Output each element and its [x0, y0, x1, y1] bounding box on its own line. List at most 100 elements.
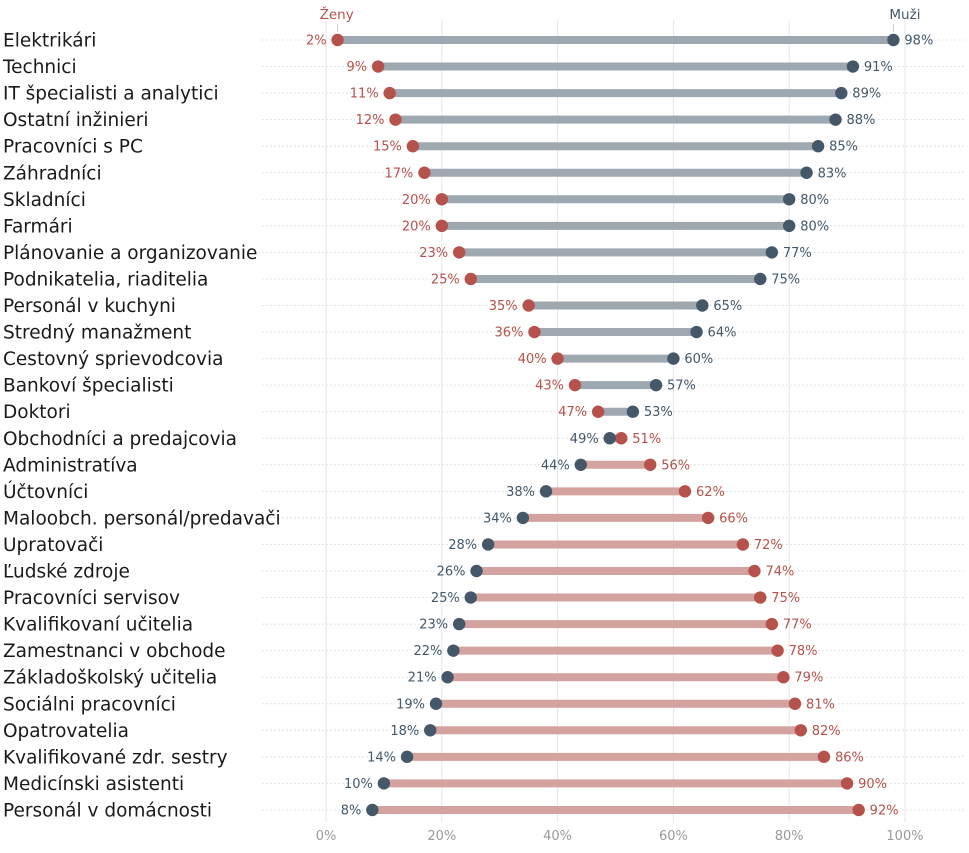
x-axis-ticks: 0% 20% 40% 60% 80% 100% [316, 829, 924, 844]
dot-muzi [835, 86, 848, 100]
dot-zeny [522, 299, 535, 312]
dot-muzi [783, 219, 796, 233]
value-label-muzi: 77% [783, 246, 812, 261]
value-label-zeny: 79% [794, 671, 823, 686]
value-label-zeny: 51% [632, 432, 661, 447]
dot-zeny [331, 33, 344, 47]
dot-zeny [788, 697, 802, 710]
dot-zeny [777, 671, 790, 684]
dot-zeny [678, 485, 692, 498]
dot-zeny [748, 564, 761, 578]
dot-zeny [736, 538, 750, 551]
dot-zeny [371, 60, 385, 73]
value-label-muzi: 25% [431, 591, 460, 606]
dot-muzi [690, 325, 703, 339]
value-label-zeny: 47% [558, 405, 587, 420]
dot-zeny [568, 378, 582, 392]
value-label-zeny: 77% [783, 618, 812, 633]
value-label-muzi: 60% [684, 352, 713, 367]
dot-zeny [701, 511, 715, 525]
category-label: Účtovníci [3, 481, 88, 503]
x-tick-label: 60% [659, 829, 688, 844]
value-label-zeny: 35% [489, 299, 518, 314]
value-label-zeny: 86% [835, 750, 864, 765]
series-headers: Ženy Muži [320, 5, 920, 32]
dot-muzi [424, 724, 437, 737]
dot-muzi [603, 432, 616, 445]
dot-zeny [551, 352, 564, 365]
dot-zeny [418, 166, 431, 179]
labels: Elektrikári 2% 98% Technici 9% 91% IT špeciali… [2, 31, 933, 822]
legend-muzi: Muži [889, 7, 920, 23]
legend-zeny: Ženy [320, 5, 354, 23]
value-label-zeny: 40% [518, 352, 547, 367]
dot-zeny [852, 803, 865, 817]
value-label-zeny: 90% [858, 777, 887, 792]
dot-muzi [754, 272, 767, 286]
dot-muzi [441, 671, 454, 684]
dot-zeny [754, 591, 767, 604]
value-label-muzi: 53% [644, 405, 673, 420]
dot-muzi [667, 352, 680, 365]
dot-zeny [840, 777, 854, 790]
value-label-zeny: 17% [385, 166, 414, 181]
value-label-muzi: 88% [847, 113, 876, 128]
dot-muzi [447, 644, 460, 657]
value-label-muzi: 83% [818, 166, 847, 181]
value-label-muzi: 28% [448, 538, 477, 553]
category-label: Cestovný sprievodcovia [3, 349, 223, 370]
x-tick-label: 40% [543, 829, 572, 844]
category-label: Opatrovatelia [3, 721, 129, 742]
category-label: Pracovníci servisov [3, 588, 180, 609]
value-label-zeny: 56% [661, 458, 690, 473]
value-label-zeny: 75% [771, 591, 800, 606]
dot-muzi [539, 485, 553, 498]
bars [337, 36, 894, 814]
dot-muzi [829, 113, 842, 126]
value-label-zeny: 74% [765, 565, 794, 580]
category-label: Doktori [3, 402, 71, 423]
x-tick-label: 0% [316, 829, 337, 844]
category-label: Ostatní inžinieri [3, 110, 149, 131]
dot-zeny [464, 272, 477, 286]
value-label-zeny: 9% [346, 60, 367, 75]
category-label: Bankoví špecialisti [3, 376, 174, 397]
category-label: Upratovači [3, 535, 103, 556]
dot-muzi [765, 246, 779, 259]
x-tick-label: 80% [775, 829, 804, 844]
category-label: Farmári [3, 216, 73, 237]
category-label: Medicínski asistenti [3, 774, 184, 795]
category-label: Kvalifikované zdr. sestry [3, 747, 228, 768]
category-label: Ľudské zdroje [3, 562, 130, 583]
dot-muzi [696, 299, 709, 312]
dot-muzi [811, 140, 825, 153]
category-label: Personál v domácnosti [3, 800, 212, 821]
category-label: Podnikatelia, riaditelia [3, 269, 208, 290]
dot-zeny [406, 140, 420, 153]
category-label: Obchodníci a predajcovia [3, 429, 237, 450]
value-label-zeny: 20% [402, 193, 431, 208]
value-label-muzi: 65% [713, 299, 742, 314]
value-label-muzi: 80% [800, 193, 829, 208]
value-label-muzi: 44% [541, 458, 570, 473]
value-label-muzi: 80% [800, 219, 829, 234]
dot-zeny [615, 432, 628, 445]
dot-zeny [389, 113, 402, 126]
category-label: Plánovanie a organizovanie [3, 243, 257, 264]
value-label-zeny: 82% [812, 724, 841, 739]
value-label-zeny: 25% [431, 272, 460, 287]
value-label-zeny: 92% [870, 803, 899, 818]
dot-zeny [435, 219, 448, 233]
value-label-muzi: 26% [437, 565, 466, 580]
category-label: Pracovníci s PC [3, 137, 143, 158]
category-label: Skladníci [3, 190, 86, 211]
dot-muzi [846, 60, 860, 73]
category-label: Sociálni pracovníci [3, 694, 176, 715]
value-label-muzi: 91% [864, 60, 893, 75]
dot-muzi [626, 405, 640, 418]
category-label: Záhradníci [3, 163, 102, 184]
dot-zeny [452, 246, 466, 259]
value-label-muzi: 38% [506, 485, 535, 500]
dot-muzi [887, 33, 900, 47]
